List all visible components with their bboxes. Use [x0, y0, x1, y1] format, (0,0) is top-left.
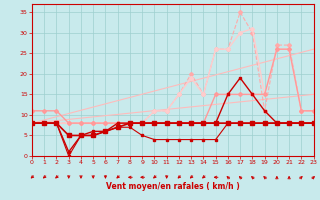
X-axis label: Vent moyen/en rafales ( km/h ): Vent moyen/en rafales ( km/h ) — [106, 182, 240, 191]
